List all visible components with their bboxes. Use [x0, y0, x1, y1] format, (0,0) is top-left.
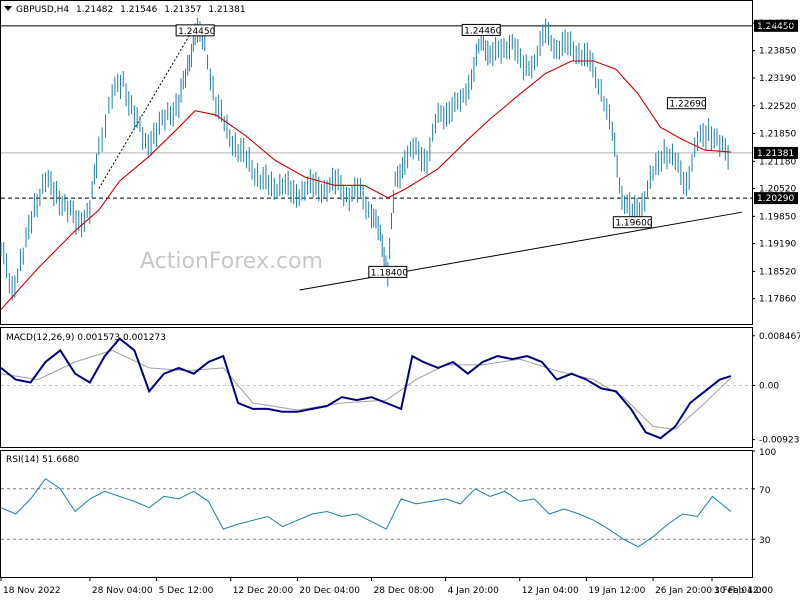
symbol-label: GBPUSD,H4: [16, 5, 69, 15]
x-tick-label-5: 28 Dec 08:00: [374, 586, 435, 596]
rsi-ytick-label-0: 100: [759, 448, 776, 458]
x-tick-label-0: 18 Nov 2022: [3, 586, 61, 596]
rsi-label: RSI(14) 51.6680: [6, 455, 79, 465]
annotation-2: 1.22690: [666, 97, 707, 110]
rsi-ytick-label-1: 70: [759, 486, 771, 496]
main-ytick-label-10: 1.17860: [759, 295, 796, 305]
macd-ytick-label-2: -0.009233: [759, 436, 800, 446]
moving-average-line: [0, 60, 731, 310]
annotation-box-3: [612, 216, 652, 229]
main-ytick-label-4: 1.21850: [759, 130, 796, 140]
price-tag-label-0: 1.24450: [757, 22, 794, 32]
trendline-0: [299, 211, 743, 291]
chart-header: GBPUSD,H4 1.21482 1.21546 1.21357 1.2138…: [16, 5, 246, 15]
header-value-low: 1.21357: [164, 5, 201, 15]
main-ytick-label-6: 1.20520: [759, 185, 796, 195]
price-tag-label-2: 1.20290: [757, 194, 794, 204]
x-tick-label-3: 12 Dec 20:00: [233, 586, 294, 596]
x-tick-label-8: 19 Jan 12:00: [588, 586, 645, 596]
main-layer: 1.24450 1.24460 1.22690 1.19600 1.18400: [0, 17, 752, 310]
price-tag-2: 1.20290: [754, 192, 798, 205]
price-tag-box-2: [754, 192, 798, 205]
price-tag-label-1: 1.21381: [757, 149, 794, 159]
main-ytick-label-5: 1.21180: [759, 157, 796, 167]
x-tick-label-9: 26 Jan 20:00: [655, 586, 712, 596]
annotation-label-1: 1.24460: [464, 26, 501, 36]
rsi-line: [0, 478, 732, 548]
main-ytick-label-1: 1.23850: [759, 47, 796, 57]
annotation-box-0: [175, 24, 215, 37]
x-tick-label-4: 20 Dec 04:00: [299, 586, 360, 596]
watermark: ActionForex.com: [140, 249, 323, 274]
macd-signal-line: [0, 349, 732, 430]
axis-layer: 1.24450 1.21381 1.20290 1.24520 1.23850 1.231…: [0, 19, 800, 596]
annotation-label-4: 1.18400: [371, 268, 408, 278]
macd-layer: [0, 337, 752, 440]
price-tag-0: 1.24450: [754, 19, 798, 32]
main-ytick-label-2: 1.23190: [759, 74, 796, 84]
annotation-box-4: [368, 265, 408, 278]
header-value-open: 1.21482: [76, 5, 113, 15]
x-tick-label-6: 4 Jan 20:00: [448, 586, 500, 596]
x-tick-label-10: 3 Feb 04:00: [714, 586, 768, 596]
price-tag-box-0: [754, 19, 798, 32]
annotation-label-2: 1.22690: [669, 100, 706, 110]
main-ytick-label-7: 1.19850: [759, 212, 796, 222]
trendline-1: [98, 25, 196, 189]
main-ytick-label-8: 1.19190: [759, 240, 796, 250]
main-ytick-label-9: 1.18520: [759, 267, 796, 277]
main-ytick-label-0: 1.24520: [759, 19, 796, 29]
header-value-close: 1.21381: [208, 5, 245, 15]
annotation-3: 1.19600: [612, 216, 653, 229]
main-pane: [0, 0, 753, 325]
rsi-pane: [0, 450, 753, 578]
macd-label: MACD(12,26,9) 0.001573 0.001273: [6, 333, 166, 343]
price-tag-1: 1.21381: [754, 146, 798, 159]
x-tick-label-7: 12 Jan 04:00: [522, 586, 579, 596]
rsi-ytick-label-2: 30: [759, 536, 771, 546]
header-value-high: 1.21546: [120, 5, 157, 15]
macd-ytick-label-1: 0.00: [759, 381, 779, 391]
x-tick-label-2: 5 Dec 12:00: [159, 586, 214, 596]
annotation-1: 1.24460: [461, 23, 502, 36]
macd-pane: [0, 327, 753, 448]
x-tick-label-11: 10 Feb 12:00: [714, 586, 773, 596]
macd-ytick-label-0: 0.008467: [759, 332, 800, 342]
annotation-label-0: 1.24450: [178, 27, 215, 37]
macd-main-line: [0, 337, 732, 440]
header-triangle-icon: [4, 6, 12, 11]
annotation-box-1: [461, 23, 501, 36]
annotation-0: 1.24450: [175, 24, 216, 37]
x-tick-label-1: 28 Nov 04:00: [92, 586, 153, 596]
annotation-box-2: [666, 97, 706, 110]
price-tag-box-1: [754, 146, 798, 159]
annotation-4: 1.18400: [368, 265, 408, 278]
rsi-layer: [0, 478, 752, 548]
main-ytick-label-3: 1.22520: [759, 102, 796, 112]
annotation-label-3: 1.19600: [615, 219, 652, 229]
